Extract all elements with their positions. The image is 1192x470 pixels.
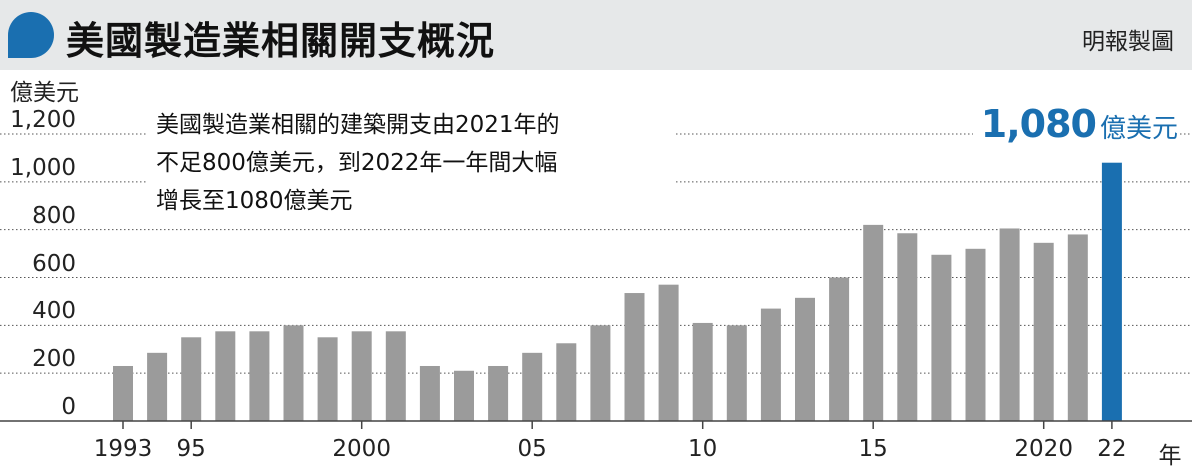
bar: [385, 331, 406, 421]
bar: [624, 293, 645, 421]
bar: [522, 352, 543, 421]
bar: [351, 331, 372, 421]
bar: [283, 325, 304, 421]
annotation-box: 美國製造業相關的建築開支由2021年的 不足800億美元，到2022年一年間大幅…: [148, 100, 674, 226]
bar: [1067, 234, 1088, 421]
title-bubble-icon: [8, 12, 54, 58]
callout-value: 1,080: [980, 102, 1097, 146]
bar: [863, 224, 884, 421]
y-tick-label: 800: [32, 202, 76, 229]
bar: [556, 343, 577, 421]
annotation-line-2: 不足800億美元，到2022年一年間大幅: [156, 150, 558, 176]
callout-unit: 億美元: [1099, 114, 1178, 144]
x-tick-label: 1993: [93, 436, 153, 462]
bars: [113, 162, 1122, 421]
bar: [726, 325, 747, 421]
x-ticks: [122, 421, 1113, 429]
highlight-callout: 1,080 億美元: [972, 102, 1178, 146]
bar: [829, 277, 850, 421]
bar: [658, 284, 679, 421]
bar: [692, 322, 713, 421]
x-tick-label: 2020: [1014, 436, 1073, 462]
bar: [999, 228, 1020, 421]
y-tick-label: 600: [32, 250, 76, 277]
x-axis-unit: 年: [1158, 443, 1182, 469]
x-tick-label: 05: [517, 436, 547, 462]
bar: [113, 365, 133, 421]
x-tick-label: 15: [858, 436, 888, 462]
bar: [147, 352, 168, 421]
bar: [965, 248, 986, 421]
y-axis-unit: 億美元: [10, 80, 79, 106]
bar: [317, 337, 338, 421]
chart-title: 美國製造業相關開支概況: [66, 18, 496, 63]
y-tick-label: 1,200: [10, 107, 76, 133]
bar-highlight: [1101, 162, 1122, 421]
y-tick-label: 400: [32, 298, 76, 325]
x-tick-label: 95: [176, 436, 206, 462]
y-tick-label: 200: [32, 346, 76, 373]
x-tick-label: 10: [688, 436, 718, 462]
x-tick-label: 2000: [332, 436, 391, 462]
y-tick-label: 1,000: [10, 154, 76, 181]
y-tick-label: 0: [61, 394, 76, 420]
bar: [215, 331, 236, 421]
bar: [249, 331, 270, 421]
bar: [931, 254, 952, 421]
bar: [419, 365, 440, 421]
bar: [488, 365, 509, 421]
x-tick-label: 22: [1097, 436, 1127, 462]
bar: [181, 337, 202, 421]
source-credit: 明報製圖: [1082, 29, 1174, 55]
header-bar: 美國製造業相關開支概況 明報製圖: [0, 0, 1192, 70]
bar: [1033, 242, 1054, 421]
bar: [760, 308, 781, 421]
annotation-line-3: 增長至1080億美元: [156, 188, 353, 214]
bar: [795, 297, 815, 421]
annotation-line-1: 美國製造業相關的建築開支由2021年的: [156, 112, 560, 138]
bar: [454, 370, 474, 421]
bar: [897, 233, 918, 421]
bar: [590, 325, 611, 421]
